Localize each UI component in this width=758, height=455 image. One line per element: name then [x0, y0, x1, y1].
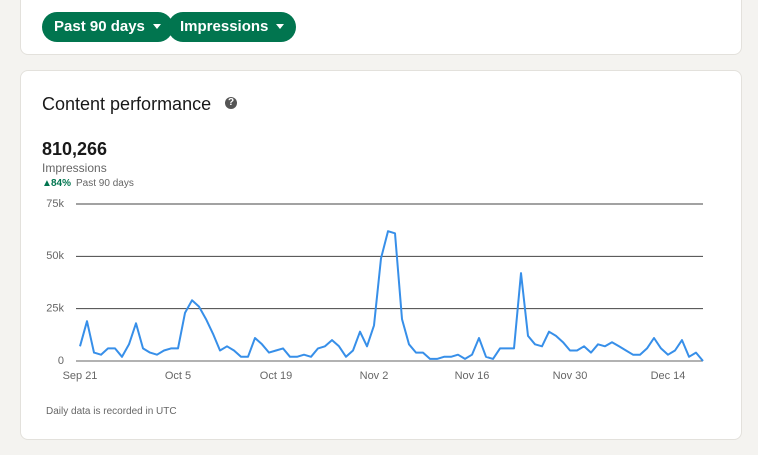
change-arrow: ▲: [42, 178, 52, 189]
x-tick-label: Sep 21: [63, 370, 98, 382]
x-tick-label: Nov 16: [455, 370, 490, 382]
x-tick-label: Nov 30: [553, 370, 588, 382]
x-tick-label: Dec 14: [651, 370, 686, 382]
x-tick-label: Oct 5: [165, 370, 191, 382]
x-tick-label: Nov 2: [360, 370, 389, 382]
footnote: Daily data is recorded in UTC: [46, 406, 177, 417]
x-tick-label: Oct 19: [260, 370, 292, 382]
help-icon[interactable]: ?: [225, 97, 237, 109]
y-tick-label: 25k: [46, 303, 64, 315]
change: 84%: [51, 178, 72, 189]
period-filter[interactable]: Past 90 days: [42, 12, 173, 42]
metric-filter[interactable]: Impressions: [168, 12, 297, 42]
y-tick-label: 75k: [46, 198, 64, 210]
period: Past 90 days: [76, 178, 134, 189]
metric: Impressions: [42, 161, 107, 175]
total: 810,266: [42, 139, 108, 159]
y-tick-label: 0: [58, 355, 64, 367]
y-tick-label: 50k: [46, 250, 64, 262]
impressions-line: [79, 230, 704, 362]
card-title: Content performance: [42, 94, 212, 114]
